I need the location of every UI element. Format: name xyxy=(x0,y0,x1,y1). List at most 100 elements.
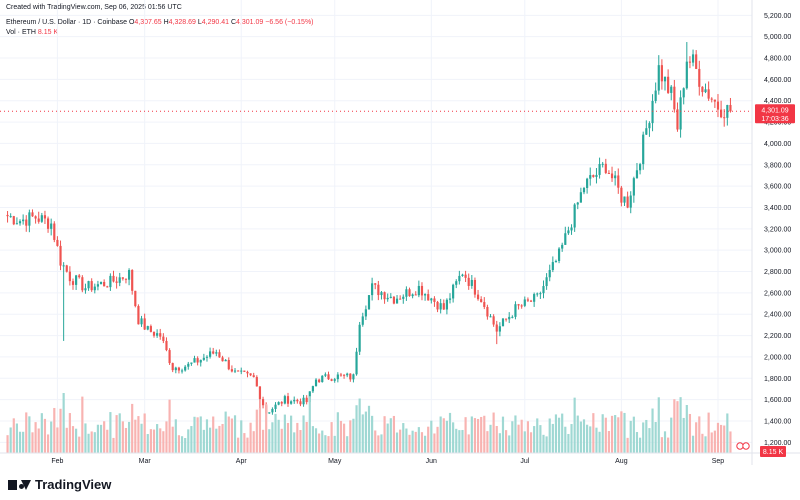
volume-bar xyxy=(723,425,726,453)
candle-body xyxy=(87,281,90,289)
volume-bar xyxy=(667,437,670,453)
y-tick-label: 2,000.00 xyxy=(764,354,791,361)
candle-body xyxy=(458,275,461,282)
candle-body xyxy=(548,269,551,278)
candle-body xyxy=(654,90,657,101)
candle-body xyxy=(277,402,280,405)
candle-body xyxy=(321,375,324,383)
volume-bar xyxy=(296,422,299,453)
volume-bar xyxy=(604,417,607,453)
volume-bar xyxy=(156,424,159,453)
volume-bar xyxy=(165,421,168,453)
candle-body xyxy=(140,318,143,325)
volume-bar xyxy=(582,419,586,453)
candle-body xyxy=(283,396,286,404)
volume-bar xyxy=(420,432,424,453)
candle-body xyxy=(486,306,489,317)
volume-bar xyxy=(470,416,473,453)
volume-bar xyxy=(452,422,455,453)
candle-body xyxy=(243,370,246,372)
volume-bar xyxy=(598,431,601,453)
candle-body xyxy=(221,357,224,362)
y-tick-label: 1,200.00 xyxy=(764,440,791,447)
candle-body xyxy=(610,173,614,179)
open-value: 4,307.65 xyxy=(134,19,162,26)
candle-body xyxy=(726,104,729,118)
volume-bar xyxy=(595,427,598,453)
volume-bar xyxy=(56,427,59,453)
candle-body xyxy=(682,88,685,98)
volume-bar xyxy=(361,414,364,453)
candle-body xyxy=(118,277,121,283)
candle-body xyxy=(318,379,321,383)
volume-bar xyxy=(99,424,103,453)
volume-bar xyxy=(246,437,249,453)
volume-bar xyxy=(620,411,623,453)
candle-body xyxy=(554,260,558,263)
candle-body xyxy=(311,386,315,392)
volume-bar xyxy=(339,420,343,453)
candle-body xyxy=(582,188,586,193)
candle-body xyxy=(526,299,530,301)
candle-body xyxy=(174,367,177,371)
candle-body xyxy=(570,227,573,231)
countdown-label: 17:03:36 xyxy=(761,116,788,123)
volume-bar xyxy=(324,435,327,453)
candle-body xyxy=(202,357,205,360)
volume-bar xyxy=(492,412,495,453)
volume-bar xyxy=(564,426,567,453)
candle-body xyxy=(59,245,62,266)
volume-bar xyxy=(318,433,321,453)
candle-body xyxy=(592,175,595,177)
volume-bar xyxy=(682,417,685,453)
candle-body xyxy=(137,306,140,325)
volume-bar xyxy=(557,417,561,453)
legend-row-volume: Vol · ETH 8.15 K xyxy=(6,28,314,38)
volume-bar xyxy=(371,415,374,453)
candle-body xyxy=(667,76,670,93)
y-tick-label: 3,600.00 xyxy=(764,184,791,191)
volume-bar xyxy=(586,424,589,453)
volume-bar xyxy=(196,417,199,453)
grid-lines xyxy=(0,0,752,453)
volume-bar xyxy=(589,426,592,453)
low-value: 4,290.41 xyxy=(201,19,230,26)
candle-body xyxy=(106,286,109,288)
volume-bar xyxy=(71,426,75,453)
volume-bar xyxy=(81,396,84,453)
volume-bar xyxy=(171,426,174,453)
candle-body xyxy=(268,412,271,414)
candle-body xyxy=(505,318,508,320)
candle-body xyxy=(152,331,156,336)
candle-body xyxy=(187,363,190,367)
volume-bar xyxy=(190,426,193,453)
volume-bar xyxy=(218,425,221,453)
candle-body xyxy=(467,277,470,286)
volume-bar xyxy=(18,431,22,453)
volume-bar xyxy=(489,424,492,453)
volume-bar xyxy=(688,413,692,453)
candle-body xyxy=(601,163,604,165)
volume-bar xyxy=(551,423,554,453)
volume-bar xyxy=(461,429,464,453)
candle-body xyxy=(380,292,383,296)
candle-body xyxy=(31,212,34,217)
candle-body xyxy=(233,370,237,372)
volume-bar xyxy=(548,418,551,453)
candle-body xyxy=(414,294,417,296)
volume-bar xyxy=(623,412,626,453)
volume-bar xyxy=(676,401,679,453)
volume-bar xyxy=(202,429,205,453)
volume-bar xyxy=(152,429,156,453)
candle-body xyxy=(511,316,514,318)
volume-bar xyxy=(402,423,405,453)
candle-body xyxy=(146,326,149,330)
volume-bar xyxy=(635,432,639,453)
volume-bar xyxy=(561,413,564,453)
volume-bar xyxy=(358,398,361,453)
low-label: L xyxy=(197,19,202,26)
volume-bar xyxy=(464,417,467,453)
volume-value: 8.15 K xyxy=(37,29,59,36)
y-tick-label: 4,400.00 xyxy=(764,98,791,105)
